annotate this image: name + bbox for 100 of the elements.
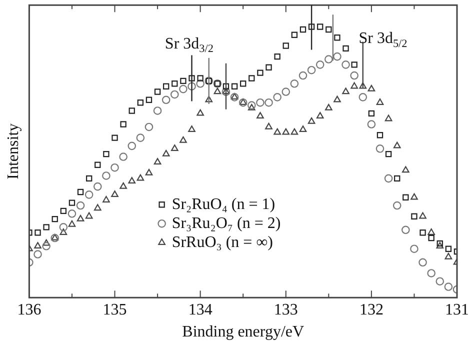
point (316, 112, 324, 118)
point (111, 190, 118, 198)
point (419, 212, 426, 219)
point (350, 82, 358, 89)
point (402, 226, 410, 234)
point (256, 112, 264, 118)
point (128, 108, 135, 114)
point (324, 104, 332, 110)
point (188, 75, 195, 82)
point (179, 84, 188, 94)
point (264, 98, 273, 107)
point (77, 188, 84, 196)
point (170, 144, 178, 151)
point (351, 62, 358, 68)
x-tick-label: 131 (445, 301, 469, 318)
point (317, 24, 324, 30)
point (358, 93, 368, 102)
point (102, 196, 110, 202)
point (282, 42, 289, 49)
point (137, 100, 144, 106)
point (445, 246, 452, 252)
point (257, 70, 264, 76)
point (394, 175, 400, 182)
point (359, 82, 367, 89)
point (146, 96, 152, 103)
point (402, 194, 409, 200)
point (60, 208, 67, 214)
legend-label: Sr₂RuO₄ (n = 1) (172, 196, 276, 213)
point (34, 250, 42, 258)
point (334, 34, 340, 41)
point (326, 26, 332, 33)
point (120, 182, 127, 189)
point (342, 88, 350, 94)
point (384, 114, 392, 122)
point (274, 53, 280, 60)
point (196, 109, 204, 116)
point (393, 142, 401, 148)
point (120, 121, 126, 128)
point (342, 45, 349, 52)
point (427, 269, 436, 278)
point (102, 172, 110, 180)
point (145, 168, 153, 176)
point (428, 228, 435, 235)
x-axis-title: Binding energy/eV (182, 324, 304, 341)
point (274, 128, 281, 135)
point (290, 79, 299, 88)
point (265, 122, 272, 130)
point (112, 134, 118, 141)
point (444, 252, 452, 260)
point (410, 244, 418, 253)
point (231, 83, 238, 90)
point (410, 193, 418, 200)
point (144, 122, 154, 132)
point (316, 60, 324, 69)
point (68, 220, 76, 227)
point (420, 230, 426, 236)
point (256, 98, 264, 107)
point (291, 32, 298, 38)
point (154, 158, 162, 165)
point (299, 126, 307, 132)
point (68, 200, 76, 206)
point (376, 98, 384, 105)
x-tick-label: 135 (102, 301, 127, 318)
point (197, 75, 204, 82)
point (68, 209, 76, 218)
point (428, 234, 434, 242)
x-tick-label: 134 (188, 301, 212, 318)
point (119, 152, 128, 161)
point (59, 223, 68, 232)
point (94, 204, 102, 211)
point (368, 110, 375, 117)
point (94, 182, 102, 191)
point (300, 26, 306, 33)
point (162, 150, 170, 156)
point (42, 242, 50, 250)
point (392, 201, 402, 210)
point (240, 80, 246, 87)
point (34, 230, 41, 236)
point (196, 79, 204, 88)
point (342, 60, 350, 69)
point (333, 52, 342, 61)
point (368, 84, 376, 92)
point (248, 75, 255, 82)
point (110, 163, 119, 172)
point (94, 162, 101, 168)
point (444, 282, 453, 291)
point (402, 166, 410, 173)
y-axis-title: Intensity (4, 123, 22, 180)
legend-label: Sr₃Ru₂O₇ (n = 2) (172, 214, 281, 232)
point (282, 128, 290, 135)
point (273, 93, 282, 102)
point (84, 190, 94, 199)
point (52, 216, 58, 222)
point (214, 88, 222, 94)
point (290, 128, 298, 135)
point (128, 142, 136, 150)
point (172, 80, 178, 87)
point (376, 132, 384, 138)
point (307, 66, 316, 74)
point (128, 176, 136, 184)
